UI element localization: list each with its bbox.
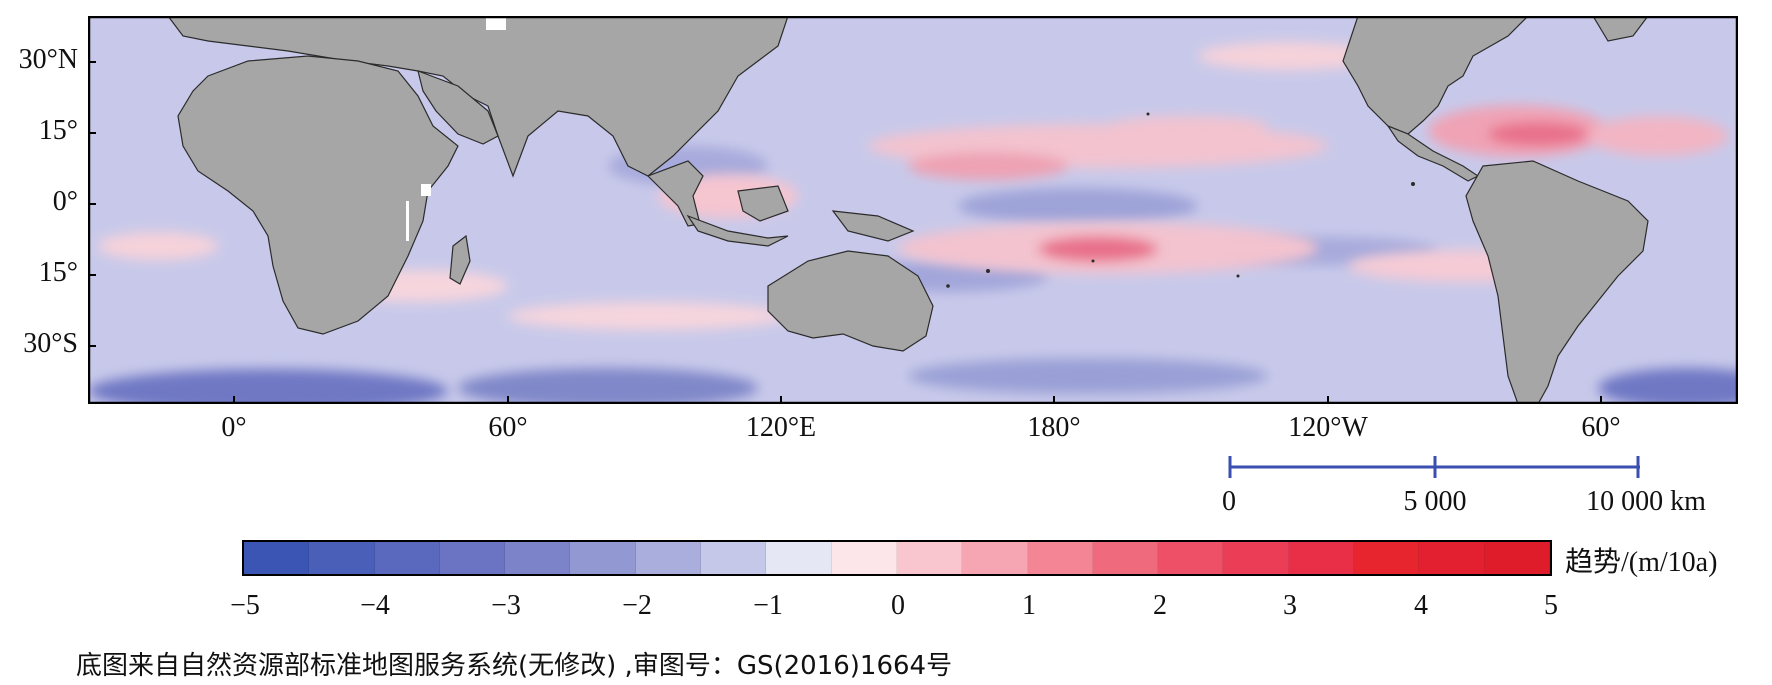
lat-label-30s: 30°S	[23, 328, 78, 359]
colorbar-segment	[570, 542, 636, 574]
inland-lakes	[406, 16, 506, 241]
colorbar-segment	[1288, 542, 1355, 574]
map-tick-marks	[88, 61, 1602, 404]
colorbar-tick-label: 5	[1544, 590, 1558, 621]
scale-label-10000km: 10 000 km	[1586, 486, 1706, 517]
colorbar-segment	[505, 542, 571, 574]
colorbar-segment	[1419, 542, 1485, 574]
colorbar-tick-label: 2	[1153, 590, 1167, 621]
lon-label-0: 0°	[221, 412, 247, 443]
sea-level-trend-map	[88, 16, 1738, 404]
colorbar-tick-label: −4	[360, 590, 390, 621]
colorbar-segment	[831, 542, 897, 574]
pacific-islands	[946, 112, 1415, 288]
scale-label-0: 0	[1222, 486, 1236, 517]
colorbar-segment	[1158, 542, 1224, 574]
colorbar-tick-label: −2	[622, 590, 652, 621]
colorbar-segment	[896, 542, 963, 574]
colorbar-tick-label: 3	[1283, 590, 1297, 621]
lon-label-120e: 120°E	[745, 412, 817, 443]
lon-label-120w: 120°W	[1288, 412, 1368, 443]
map-source-note: 底图来自自然资源部标准地图服务系统(无修改) ,审图号：GS(2016)1664…	[76, 651, 953, 681]
greenland-edge	[1592, 16, 1649, 42]
colorbar-segment	[374, 542, 440, 574]
lon-label-60e: 60°	[488, 412, 528, 443]
madagascar	[449, 234, 471, 285]
colorbar-segment	[962, 542, 1028, 574]
colorbar-segment	[766, 542, 832, 574]
lat-label-30n: 30°N	[18, 44, 78, 75]
new-guinea	[831, 210, 915, 242]
colorbar-tick-label: −5	[230, 590, 260, 621]
scale-bar	[1228, 456, 1640, 478]
colorbar-segment	[1484, 542, 1550, 574]
eurasia-landmass	[167, 16, 789, 178]
australia-landmass	[767, 250, 934, 352]
colorbar-segment	[1354, 542, 1420, 574]
lon-label-60w: 60°	[1581, 412, 1621, 443]
colorbar-unit-label: 趋势/(m/10a)	[1565, 547, 1718, 578]
colorbar-segment	[1027, 542, 1093, 574]
colorbar-segment	[701, 542, 767, 574]
colorbar-tick-label: −3	[491, 590, 521, 621]
lon-label-180: 180°	[1027, 412, 1081, 443]
indonesia-islands	[686, 214, 789, 247]
south-america-landmass	[1465, 160, 1649, 404]
colorbar-tick-label: 0	[891, 590, 905, 621]
scale-label-5000: 5 000	[1403, 486, 1467, 517]
lat-label-15n: 15°	[38, 115, 78, 146]
africa-landmass	[177, 55, 459, 335]
lat-label-0: 0°	[52, 186, 78, 217]
lat-label-15s: 15°	[38, 257, 78, 288]
colorbar-segment	[244, 542, 310, 574]
colorbar-segment	[635, 542, 702, 574]
colorbar	[242, 540, 1552, 576]
landmasses	[167, 16, 1649, 404]
colorbar-segment	[309, 542, 375, 574]
colorbar-segment	[1223, 542, 1289, 574]
central-america	[1386, 124, 1480, 182]
colorbar-segment	[439, 542, 506, 574]
borneo	[737, 185, 789, 222]
colorbar-tick-label: −1	[753, 590, 783, 621]
colorbar-tick-label: 1	[1022, 590, 1036, 621]
arabian-peninsula	[417, 70, 499, 145]
north-america-landmass	[1342, 16, 1529, 135]
map-frame	[88, 16, 1738, 404]
colorbar-segment	[1092, 542, 1159, 574]
colorbar-tick-label: 4	[1414, 590, 1428, 621]
